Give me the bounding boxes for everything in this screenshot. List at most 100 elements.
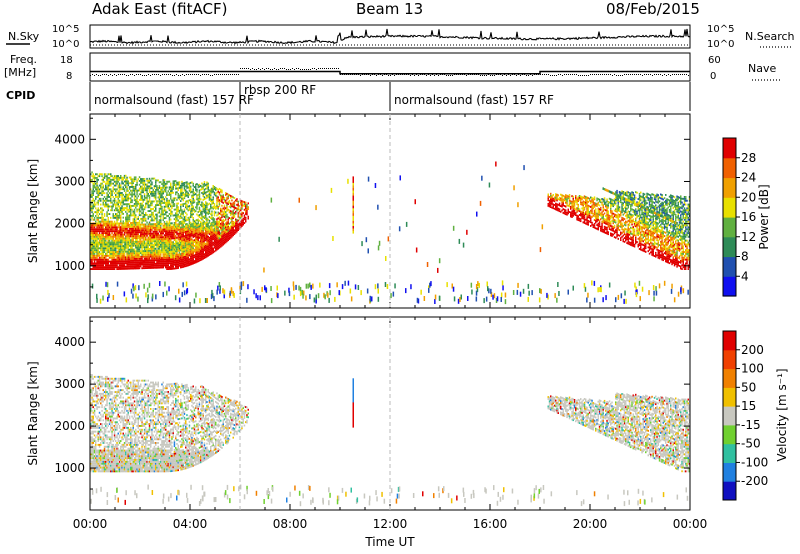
power-cell	[203, 222, 206, 225]
power-cell	[212, 232, 214, 235]
power-cell	[140, 240, 142, 243]
nave-dot	[608, 74, 609, 75]
power-cell	[596, 212, 598, 215]
power-cell	[163, 184, 166, 187]
power-cell	[563, 197, 566, 200]
power-cell	[112, 258, 114, 261]
power-cell	[161, 266, 163, 269]
power-cell	[206, 240, 208, 243]
power-cell	[132, 222, 134, 224]
power-cell	[110, 253, 112, 255]
power-cell	[555, 208, 557, 211]
power-cell	[192, 254, 194, 257]
power-cell	[607, 231, 609, 234]
power-cell	[113, 260, 116, 263]
power-cell	[143, 250, 146, 252]
power-cell	[193, 199, 196, 202]
power-cell	[97, 216, 99, 219]
power-cell	[170, 241, 172, 244]
power-cell	[191, 244, 193, 246]
power-cell	[227, 239, 229, 242]
power-cell	[586, 221, 588, 224]
power-cell	[93, 203, 96, 206]
power-cell	[115, 213, 117, 215]
power-cell	[206, 251, 208, 254]
power-cell	[203, 196, 206, 199]
power-cell	[203, 241, 206, 244]
power-cell	[237, 223, 239, 226]
power-cell	[97, 228, 99, 231]
power-cell	[107, 251, 109, 253]
power-cell	[105, 258, 107, 261]
power-cell	[217, 198, 219, 201]
power-cell	[230, 236, 232, 239]
power-cell	[597, 203, 599, 206]
power-cell	[126, 231, 128, 234]
power-cell	[191, 246, 193, 248]
power-cell	[108, 228, 111, 231]
power-cell	[130, 243, 132, 245]
power-cell	[152, 255, 154, 258]
power-cell	[103, 215, 106, 217]
power-cell	[237, 225, 239, 228]
power-cell	[226, 202, 228, 205]
power-cell	[167, 254, 169, 257]
power-cell	[220, 217, 222, 220]
power-cell	[217, 230, 219, 233]
power-cell	[583, 220, 586, 222]
power-cell	[101, 220, 103, 223]
power-cell	[97, 237, 99, 240]
power-cell	[178, 198, 181, 201]
power-cell	[193, 256, 196, 259]
power-cell	[153, 206, 156, 208]
power-cell	[151, 261, 153, 264]
nave-dot	[326, 68, 327, 69]
power-cell	[198, 227, 201, 230]
power-cell	[91, 216, 93, 219]
power-cell	[117, 252, 119, 255]
power-cell	[608, 218, 611, 221]
power-cell	[145, 196, 147, 199]
power-cell	[561, 198, 563, 200]
power-cell	[137, 218, 139, 220]
power-cell	[166, 230, 168, 233]
power-cell	[203, 205, 206, 208]
power-cell	[225, 241, 227, 244]
power-cell	[212, 234, 214, 237]
power-cell	[140, 210, 142, 213]
power-cell	[122, 264, 124, 266]
power-cell	[187, 186, 189, 189]
power-cell	[186, 219, 188, 222]
power-cell	[157, 179, 159, 182]
nave-dot	[420, 74, 421, 75]
power-cell	[133, 187, 136, 190]
power-cell	[101, 260, 103, 263]
power-cell	[182, 252, 184, 255]
power-cell	[611, 227, 613, 230]
power-cell	[173, 233, 176, 236]
power-cell	[141, 180, 143, 182]
power-cell	[210, 232, 212, 235]
power-cell	[130, 201, 132, 204]
power-cell	[190, 229, 192, 232]
power-cell	[107, 213, 109, 215]
power-cell	[242, 200, 244, 203]
power-cell	[596, 199, 598, 202]
power-cell	[118, 213, 121, 215]
power-cell	[152, 251, 154, 254]
power-cell	[188, 199, 191, 202]
power-cell	[147, 187, 149, 190]
power-cell	[213, 231, 216, 234]
power-cell	[175, 237, 177, 239]
power-cell	[122, 252, 124, 255]
nave-dot	[240, 68, 241, 69]
power-cell	[196, 213, 198, 216]
power-cell	[103, 180, 106, 183]
power-cell	[556, 209, 558, 211]
power-cell	[615, 196, 617, 199]
power-cell	[175, 187, 177, 190]
nave-dot	[528, 75, 529, 76]
power-cell	[145, 234, 147, 237]
power-cell	[608, 224, 611, 227]
power-cell	[161, 251, 163, 254]
